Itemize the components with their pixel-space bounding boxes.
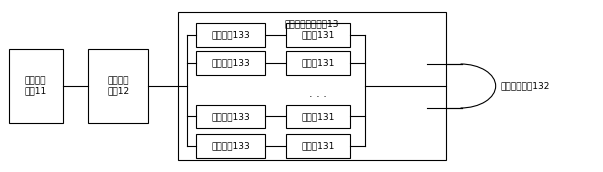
Text: 可调电阻133: 可调电阻133 bbox=[212, 59, 250, 68]
FancyBboxPatch shape bbox=[197, 134, 265, 158]
FancyBboxPatch shape bbox=[197, 51, 265, 75]
Text: 继电器131: 继电器131 bbox=[302, 31, 335, 40]
Text: 继电器131: 继电器131 bbox=[302, 59, 335, 68]
Text: 电阻输出端口132: 电阻输出端口132 bbox=[500, 82, 550, 90]
FancyBboxPatch shape bbox=[286, 51, 350, 75]
FancyBboxPatch shape bbox=[8, 49, 63, 123]
FancyBboxPatch shape bbox=[197, 23, 265, 47]
FancyBboxPatch shape bbox=[178, 12, 446, 160]
Text: 逻辑控制
电路12: 逻辑控制 电路12 bbox=[107, 76, 130, 96]
Text: 继电器131: 继电器131 bbox=[302, 112, 335, 121]
Text: 通信接口
电路11: 通信接口 电路11 bbox=[25, 76, 46, 96]
FancyBboxPatch shape bbox=[286, 23, 350, 47]
FancyBboxPatch shape bbox=[286, 105, 350, 128]
Text: 继电器131: 继电器131 bbox=[302, 142, 335, 150]
Text: 模拟总线输出电路13: 模拟总线输出电路13 bbox=[285, 19, 339, 28]
Text: 可调电阻133: 可调电阻133 bbox=[212, 31, 250, 40]
Text: 可调电阻133: 可调电阻133 bbox=[212, 142, 250, 150]
FancyBboxPatch shape bbox=[286, 134, 350, 158]
Text: 可调电阻133: 可调电阻133 bbox=[212, 112, 250, 121]
FancyBboxPatch shape bbox=[89, 49, 148, 123]
FancyBboxPatch shape bbox=[197, 105, 265, 128]
Text: · · ·: · · · bbox=[309, 92, 327, 102]
